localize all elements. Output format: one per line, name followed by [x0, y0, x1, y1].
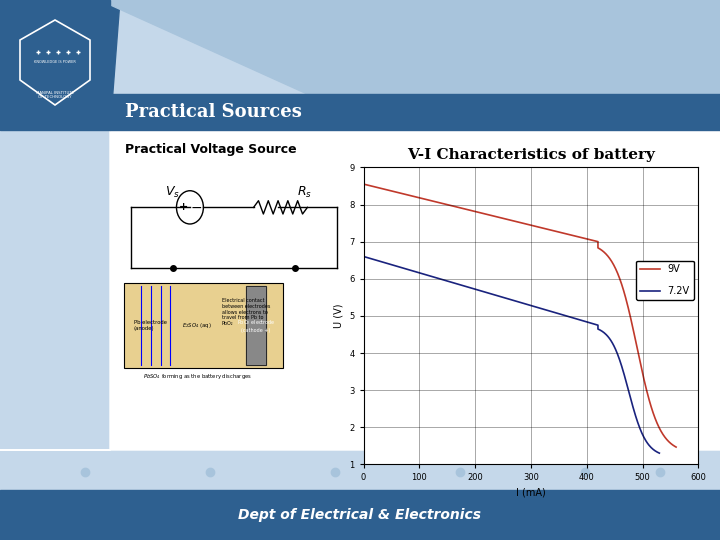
Bar — [124, 283, 283, 368]
Polygon shape — [0, 95, 720, 450]
Text: Electrical contact
between electrodes
allows electrons to
travel from Pb to
PbO₂: Electrical contact between electrodes al… — [222, 298, 270, 326]
Bar — [0, 490, 720, 540]
Text: KNOWLEDGE IS POWER: KNOWLEDGE IS POWER — [34, 60, 76, 64]
Text: $PbSO_4$ forming as the battery discharges: $PbSO_4$ forming as the battery discharg… — [143, 372, 252, 381]
Text: $R_s$: $R_s$ — [297, 185, 312, 200]
9V — [469, 208, 477, 214]
7.2V — [599, 329, 608, 335]
Text: Practical Voltage Source: Practical Voltage Source — [125, 144, 297, 157]
Text: PbO$_2$ electrode
(cathode +): PbO$_2$ electrode (cathode +) — [237, 318, 275, 333]
9V — [600, 249, 609, 256]
Line: 7.2V: 7.2V — [364, 256, 660, 453]
7.2V — [598, 328, 606, 334]
Title: V-I Characteristics of battery: V-I Characteristics of battery — [407, 148, 655, 162]
Polygon shape — [100, 0, 720, 95]
Bar — [124, 283, 283, 368]
Bar — [246, 286, 266, 364]
9V — [492, 213, 500, 220]
7.2V — [359, 253, 368, 260]
Text: Dept of Electrical & Electronics: Dept of Electrical & Electronics — [238, 508, 482, 522]
X-axis label: I (mA): I (mA) — [516, 488, 546, 498]
Line: 9V: 9V — [364, 184, 676, 447]
Bar — [110, 94, 720, 130]
Text: Practical Sources: Practical Sources — [125, 103, 302, 121]
Bar — [246, 286, 266, 364]
7.2V — [400, 265, 408, 272]
Legend: 9V, 7.2V: 9V, 7.2V — [636, 260, 693, 300]
Polygon shape — [0, 0, 120, 130]
7.2V — [655, 450, 664, 456]
Text: $E_2SO_4$ (aq): $E_2SO_4$ (aq) — [182, 321, 212, 330]
9V — [400, 191, 408, 197]
Bar — [0, 0, 110, 130]
Text: +: + — [179, 202, 189, 212]
9V — [359, 181, 368, 187]
7.2V — [492, 292, 500, 299]
Text: MANIPAL INSTITUTE
OF TECHNOLOGY: MANIPAL INSTITUTE OF TECHNOLOGY — [36, 91, 74, 99]
9V — [672, 444, 680, 450]
Text: Pb electrode
(anode): Pb electrode (anode) — [134, 320, 166, 330]
Text: $V_s$: $V_s$ — [166, 185, 180, 200]
Y-axis label: U (V): U (V) — [333, 303, 343, 328]
9V — [570, 233, 579, 239]
Text: −: − — [190, 200, 202, 214]
7.2V — [570, 315, 579, 321]
9V — [599, 248, 608, 255]
7.2V — [469, 285, 477, 292]
